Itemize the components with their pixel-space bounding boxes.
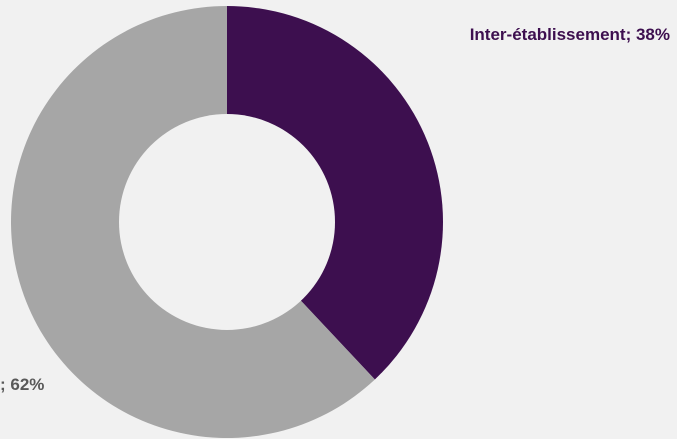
slice-label-other: ; 62% xyxy=(0,375,44,394)
slice-label-inter-etablissement: Inter-établissement; 38% xyxy=(470,25,670,44)
donut-hole xyxy=(119,114,335,330)
donut-slice-0 xyxy=(227,6,444,380)
labels-layer: Inter-établissement; 38% ; 62% xyxy=(0,25,670,394)
